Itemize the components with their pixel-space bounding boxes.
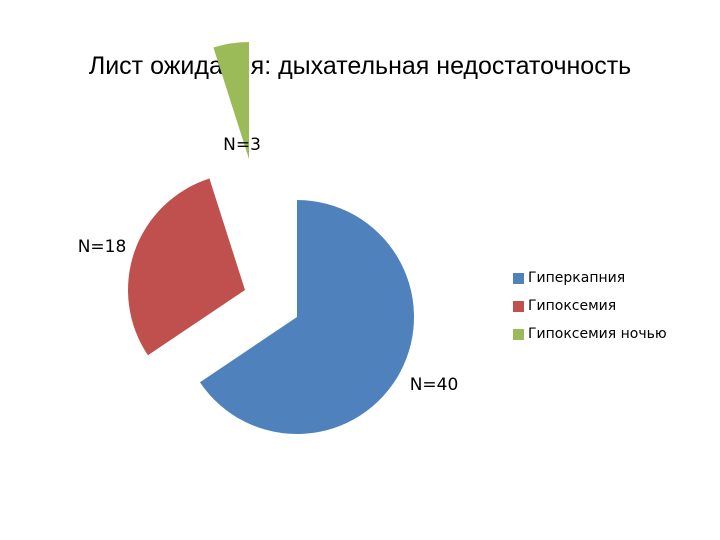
data-label: N=40	[410, 375, 459, 395]
legend-label: Гипоксемия	[528, 298, 617, 314]
legend-item: Гиперкапния	[513, 264, 667, 292]
legend-label: Гипоксемия ночью	[528, 326, 667, 342]
slice-nocturnal-hypoxemia	[213, 42, 249, 159]
data-label: N=18	[78, 237, 127, 257]
slice-hypoxemia	[128, 178, 245, 356]
legend-swatch	[513, 300, 524, 312]
chart-title: Лист ожидания: дыхательная недостаточнос…	[88, 52, 632, 80]
legend-item: Гипоксемия	[513, 292, 667, 320]
legend-swatch	[513, 272, 524, 284]
legend-label: Гиперкапния	[528, 270, 626, 286]
legend-swatch	[513, 328, 524, 340]
legend: Гиперкапния Гипоксемия Гипоксемия ночью	[513, 264, 667, 348]
data-label: N=3	[223, 135, 261, 155]
legend-item: Гипоксемия ночью	[513, 320, 667, 348]
slice-hypercapnia	[199, 200, 415, 435]
